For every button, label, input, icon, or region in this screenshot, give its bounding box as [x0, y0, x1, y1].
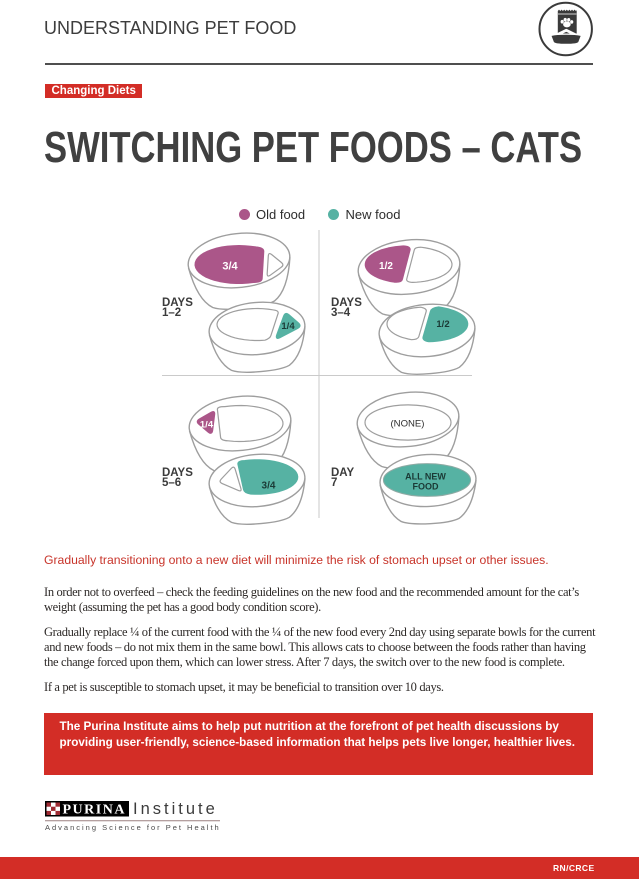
svg-text:FOOD: FOOD: [413, 482, 439, 492]
svg-text:(NONE): (NONE): [391, 419, 425, 429]
svg-text:3/4: 3/4: [222, 261, 238, 273]
svg-text:1/4: 1/4: [281, 321, 295, 332]
svg-text:DAYS: DAYS: [162, 467, 193, 479]
svg-text:ALL NEW: ALL NEW: [405, 472, 446, 482]
svg-text:3/4: 3/4: [262, 481, 276, 492]
svg-text:1/2: 1/2: [436, 319, 449, 330]
svg-text:1–2: 1–2: [162, 307, 181, 319]
svg-text:5–6: 5–6: [162, 477, 181, 489]
svg-text:PURINA: PURINA: [63, 802, 126, 817]
svg-text:3–4: 3–4: [331, 307, 351, 319]
svg-text:1/4: 1/4: [200, 420, 214, 431]
svg-text:DAYS: DAYS: [162, 297, 193, 309]
svg-text:1/2: 1/2: [379, 261, 393, 272]
svg-text:DAYS: DAYS: [331, 297, 362, 309]
svg-text:DAY: DAY: [331, 467, 355, 479]
svg-text:Advancing Science for Pet Heal: Advancing Science for Pet Health: [45, 823, 221, 832]
svg-text:7: 7: [331, 477, 337, 489]
svg-text:Institute: Institute: [133, 800, 218, 818]
